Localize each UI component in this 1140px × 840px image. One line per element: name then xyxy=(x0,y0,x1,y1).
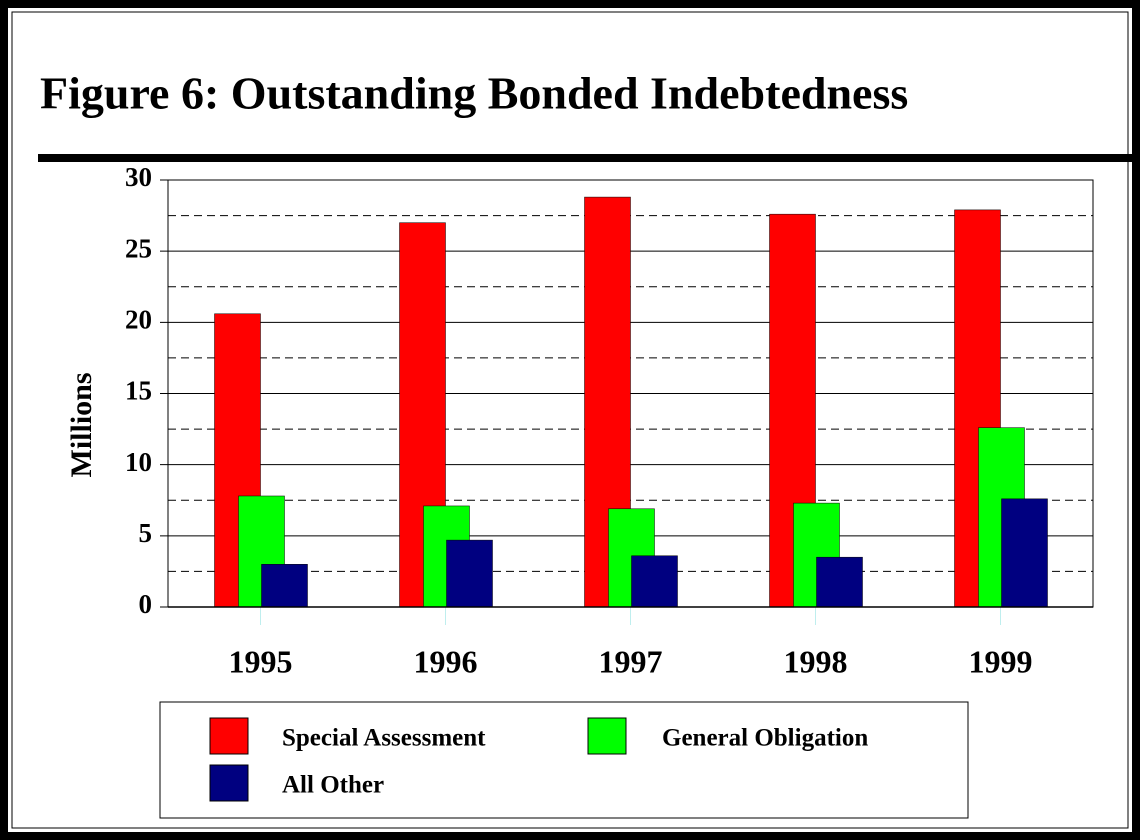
x-tick-label: 1995 xyxy=(229,643,293,679)
y-tick-label: 25 xyxy=(125,233,152,263)
bar xyxy=(631,555,678,608)
y-tick-label: 5 xyxy=(139,518,153,548)
y-tick-label: 15 xyxy=(125,376,152,406)
y-tick-label: 30 xyxy=(125,162,152,192)
inner-frame xyxy=(11,11,1129,829)
y-tick-label: 0 xyxy=(139,589,153,619)
x-tick-label: 1997 xyxy=(599,643,663,679)
legend-label: General Obligation xyxy=(662,725,868,752)
legend-swatch xyxy=(209,717,249,755)
legend-label: All Other xyxy=(282,772,384,799)
legend-box xyxy=(159,701,969,819)
y-tick-label: 20 xyxy=(125,305,152,335)
x-tick-label: 1996 xyxy=(414,643,478,679)
x-tick-label: 1998 xyxy=(784,643,848,679)
title-rule xyxy=(38,154,1134,162)
legend-swatch xyxy=(209,764,249,802)
bar xyxy=(446,539,493,608)
chart-title: Figure 6: Outstanding Bonded Indebtednes… xyxy=(40,68,908,119)
y-axis-label: Millions xyxy=(65,372,98,477)
bar xyxy=(261,564,308,608)
y-tick-label: 10 xyxy=(125,447,152,477)
bar xyxy=(1001,498,1048,608)
x-tick-label: 1999 xyxy=(969,643,1033,679)
bar xyxy=(816,556,863,608)
legend-label: Special Assessment xyxy=(282,725,486,752)
legend-swatch xyxy=(587,717,627,755)
